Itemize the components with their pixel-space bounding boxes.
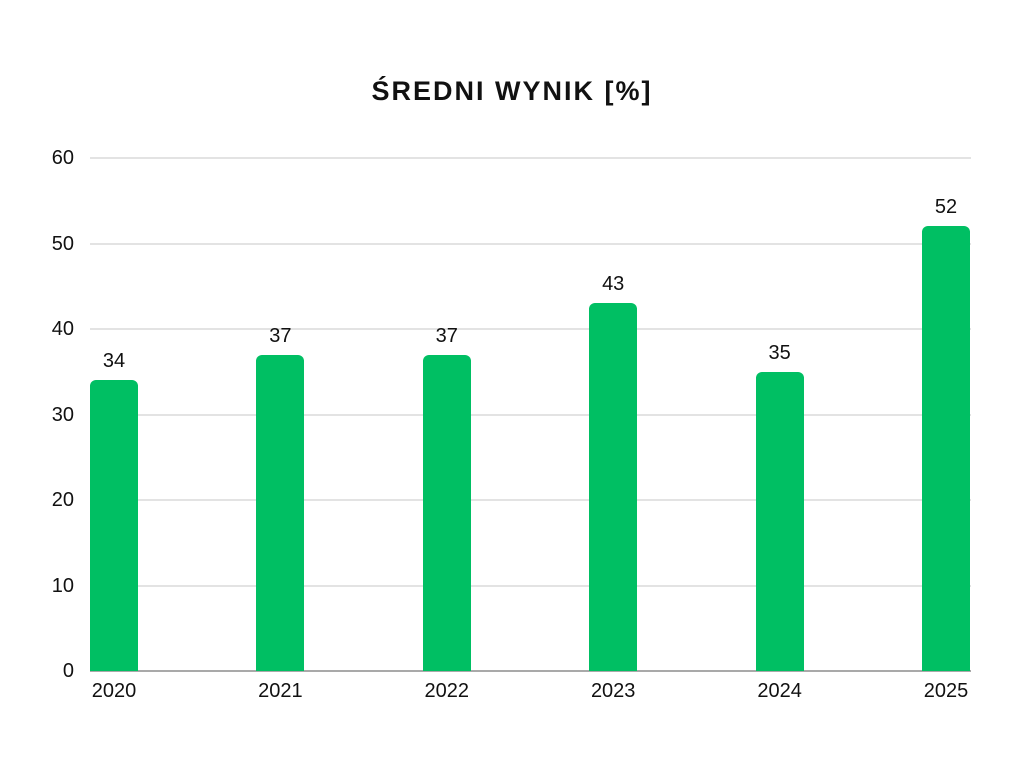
- gridline: [90, 328, 971, 330]
- x-axis-category-label: 2025: [923, 680, 969, 702]
- bar-value-label: 43: [602, 273, 625, 295]
- bar: [422, 355, 471, 671]
- x-axis-category-label: 2024: [757, 680, 802, 702]
- y-axis-tick-label: 60: [51, 147, 74, 169]
- bar-value-label: 37: [435, 325, 458, 347]
- bar-value-label: 37: [269, 325, 292, 347]
- bar: [922, 226, 970, 671]
- bar: [90, 380, 138, 671]
- gridline: [90, 157, 971, 159]
- bar: [256, 355, 305, 671]
- gridline: [90, 242, 971, 245]
- x-axis-baseline: [90, 670, 971, 672]
- x-axis-category-label: 2022: [424, 680, 470, 702]
- gridline: [90, 413, 971, 416]
- bar-value-label: 52: [934, 196, 958, 218]
- y-axis-tick-label: 40: [51, 318, 74, 340]
- x-axis-category-label: 2020: [91, 680, 137, 702]
- bar: [589, 303, 638, 671]
- x-axis-category-label: 2021: [258, 680, 303, 702]
- y-axis-tick-label: 10: [51, 574, 74, 597]
- chart-title: ŚREDNI WYNIK [%]: [371, 76, 653, 106]
- y-axis-tick-label: 0: [62, 660, 74, 682]
- y-axis-tick-label: 30: [51, 403, 74, 426]
- bar-value-label: 34: [102, 350, 126, 372]
- gridline: [90, 584, 971, 587]
- y-axis-tick-label: 20: [51, 489, 74, 511]
- bar-value-label: 35: [768, 342, 791, 364]
- gridline: [90, 499, 971, 501]
- x-axis-category-label: 2023: [590, 680, 636, 702]
- y-axis-tick-label: 50: [51, 232, 74, 255]
- bar: [755, 372, 804, 671]
